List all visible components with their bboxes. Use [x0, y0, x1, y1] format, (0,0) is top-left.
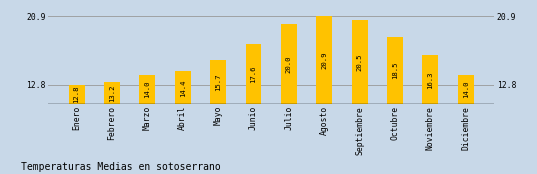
Text: 14.0: 14.0: [463, 81, 469, 98]
Bar: [281, 24, 297, 104]
Bar: [316, 16, 332, 104]
Text: 20.5: 20.5: [357, 53, 362, 71]
Text: 18.5: 18.5: [392, 62, 398, 79]
Bar: [178, 88, 187, 104]
Bar: [352, 20, 368, 104]
Bar: [461, 88, 471, 104]
Bar: [387, 37, 403, 104]
Text: 20.9: 20.9: [321, 52, 327, 69]
Bar: [107, 88, 117, 104]
Bar: [245, 44, 262, 104]
Bar: [140, 75, 155, 104]
Bar: [210, 60, 226, 104]
Bar: [284, 88, 294, 104]
Bar: [458, 75, 474, 104]
Bar: [142, 88, 153, 104]
Text: 15.7: 15.7: [215, 74, 221, 91]
Text: 20.0: 20.0: [286, 55, 292, 73]
Text: 14.4: 14.4: [180, 79, 186, 97]
Text: 14.0: 14.0: [144, 81, 150, 98]
Bar: [249, 88, 258, 104]
Bar: [425, 88, 436, 104]
Text: 17.6: 17.6: [250, 66, 257, 83]
Text: 16.3: 16.3: [427, 71, 433, 89]
Bar: [320, 88, 329, 104]
Bar: [355, 88, 365, 104]
Bar: [175, 71, 191, 104]
Text: 12.8: 12.8: [74, 86, 79, 103]
Bar: [423, 55, 438, 104]
Bar: [71, 88, 82, 104]
Bar: [390, 88, 400, 104]
Bar: [69, 85, 84, 104]
Text: 13.2: 13.2: [109, 84, 115, 102]
Bar: [104, 81, 120, 104]
Text: Temperaturas Medias en sotoserrano: Temperaturas Medias en sotoserrano: [21, 162, 221, 172]
Bar: [213, 88, 223, 104]
